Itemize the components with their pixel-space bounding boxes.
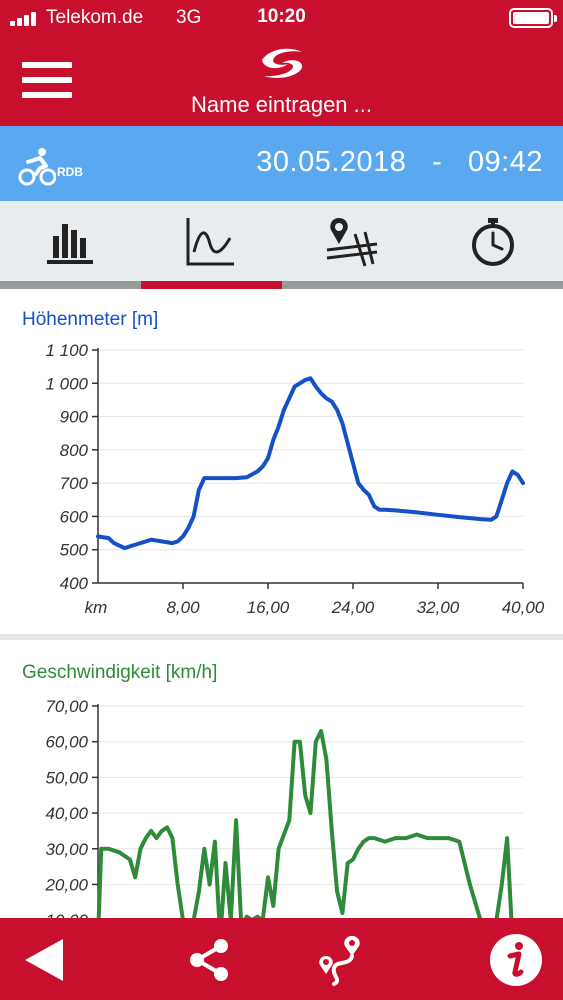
- info-button[interactable]: [486, 930, 546, 990]
- x-tick-label: 24,00: [331, 598, 375, 617]
- y-tick-label: 20,00: [44, 875, 88, 894]
- activity-datetime: 30.05.2018 - 09:42: [256, 146, 543, 179]
- y-tick-label: 600: [60, 507, 89, 526]
- status-clock: 10:20: [257, 6, 306, 27]
- activity-info-bar: RDB 30.05.2018 - 09:42: [0, 126, 563, 201]
- x-tick-label: 32,00: [417, 598, 460, 617]
- y-tick-label: 50,00: [45, 768, 88, 787]
- speed-chart-section: Geschwindigkeit [km/h] 70,00 60,00 50,00 40…: [0, 640, 563, 918]
- view-tab-bar: [0, 201, 563, 289]
- series-line: [96, 729, 514, 918]
- y-tick-label: 900: [60, 408, 89, 427]
- app-header: Telekom.de 3G 10:20 Name eintragen ...: [0, 0, 563, 126]
- y-tick-label: 30,00: [45, 840, 88, 859]
- info-icon: [490, 934, 542, 986]
- share-button[interactable]: [180, 930, 240, 990]
- route-icon: [319, 936, 360, 986]
- tab-statistics[interactable]: [0, 201, 140, 281]
- x-tick-label: 40,00: [502, 598, 545, 617]
- activity-date: 30.05.2018: [256, 146, 407, 178]
- y-tick-label: 10,00: [45, 911, 88, 918]
- y-tick-label: 500: [60, 541, 89, 560]
- y-tick-label: 60,00: [45, 733, 88, 752]
- stopwatch-icon: [472, 218, 514, 266]
- page-title[interactable]: Name eintragen ...: [191, 92, 372, 117]
- y-tick-label: 400: [60, 574, 89, 593]
- y-tick-label: 40,00: [45, 804, 88, 823]
- y-tick-label: 800: [60, 441, 89, 460]
- tab-indicator: [282, 281, 563, 289]
- line-chart-icon: [186, 218, 234, 266]
- y-tick-label: 1 100: [45, 341, 88, 360]
- battery-icon: [509, 8, 557, 28]
- tab-map[interactable]: [282, 201, 422, 281]
- cyclist-icon: [18, 148, 56, 186]
- status-bar: Telekom.de 3G 10:20: [0, 0, 563, 36]
- elevation-chart-section: Höhenmeter [m] 1 100 1 000 900 800 700 600 500…: [0, 289, 563, 634]
- signal-strength-icon: [10, 10, 42, 26]
- swirl-logo-icon: [262, 48, 303, 78]
- elevation-chart: 1 100 1 000 900 800 700 600 500 400 km 8,00 16,00 2…: [45, 341, 545, 617]
- tab-timer[interactable]: [423, 201, 563, 281]
- back-button[interactable]: [14, 930, 74, 990]
- activity-type-label: RDB: [57, 165, 83, 179]
- x-tick-label: 8,00: [166, 598, 200, 617]
- y-tick-label: 1 000: [45, 374, 88, 393]
- tab-indicator: [0, 281, 141, 289]
- back-arrow-icon: [25, 939, 63, 981]
- x-tick-label: 16,00: [247, 598, 290, 617]
- route-button[interactable]: [310, 930, 370, 990]
- carrier-name: Telekom.de: [46, 7, 144, 28]
- activity-time: 09:42: [467, 146, 543, 178]
- bottom-toolbar: [0, 918, 563, 1000]
- datetime-separator: -: [432, 146, 443, 178]
- map-route-icon: [326, 218, 378, 267]
- series-line: [96, 376, 525, 551]
- x-tick-label: km: [85, 598, 108, 617]
- chart-divider: [0, 634, 563, 640]
- y-tick-label: 700: [60, 474, 89, 493]
- speed-chart: 70,00 60,00 50,00 40,00 30,00 20,00 10,00: [44, 697, 523, 918]
- share-icon: [190, 939, 228, 981]
- speed-chart-title: Geschwindigkeit [km/h]: [22, 662, 218, 683]
- elevation-chart-title: Höhenmeter [m]: [22, 309, 159, 330]
- network-type: 3G: [176, 7, 202, 28]
- hamburger-menu-icon[interactable]: [22, 62, 72, 98]
- tab-indicator-active: [141, 281, 282, 289]
- tab-charts[interactable]: [141, 201, 281, 281]
- bar-chart-icon: [47, 224, 93, 264]
- y-tick-label: 70,00: [45, 697, 88, 716]
